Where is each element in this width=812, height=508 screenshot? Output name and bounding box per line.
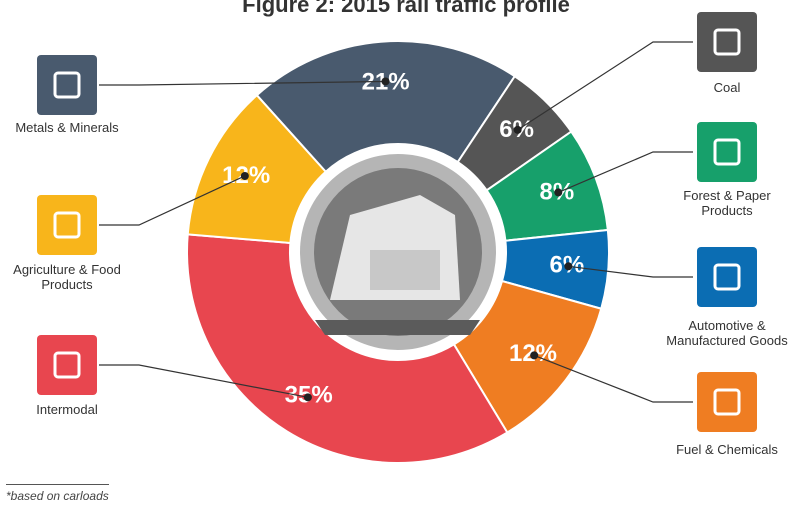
leader-dot <box>554 188 563 197</box>
icon-glyph <box>53 351 81 379</box>
leader-dot <box>381 77 390 86</box>
category-label: Intermodal <box>36 402 98 417</box>
chart-title: Figure 2: 2015 rail traffic profile <box>242 0 570 17</box>
leader-line <box>533 354 693 403</box>
category-label: Metals & Minerals <box>15 120 119 135</box>
icon-glyph <box>53 211 81 239</box>
track <box>315 320 480 335</box>
icon-glyph <box>53 71 81 99</box>
category-label: Forest & Paper Products <box>683 188 771 218</box>
leader-line <box>517 41 693 131</box>
leader-line <box>99 175 246 226</box>
leader-dot <box>240 171 249 180</box>
footnote: *based on carloads <box>6 484 109 503</box>
leader-dot <box>564 262 573 271</box>
icon-glyph <box>713 138 741 166</box>
leader-dot <box>303 393 312 402</box>
leader-line <box>568 265 693 278</box>
leader-line <box>99 80 386 86</box>
icon-glyph <box>713 263 741 291</box>
donut-segment <box>255 40 517 174</box>
category-icon <box>697 247 757 307</box>
leader-line <box>558 151 693 193</box>
donut-segment <box>186 93 328 245</box>
category-icon <box>697 372 757 432</box>
leader-dot <box>530 351 539 360</box>
category-icon <box>37 195 97 255</box>
category-icon <box>37 55 97 115</box>
category-icon <box>697 122 757 182</box>
icon-glyph <box>713 388 741 416</box>
leader-line <box>99 364 309 398</box>
category-icon <box>697 12 757 72</box>
category-icon <box>37 335 97 395</box>
icon-glyph <box>713 28 741 56</box>
category-label: Automotive & Manufactured Goods <box>666 318 788 348</box>
train-front <box>370 250 440 290</box>
center-graphic <box>300 154 496 350</box>
category-label: Fuel & Chemicals <box>676 442 778 457</box>
donut-segment <box>186 233 509 464</box>
category-label: Agriculture & Food Products <box>13 262 121 292</box>
category-label: Coal <box>713 80 741 95</box>
leader-dot <box>513 125 522 134</box>
